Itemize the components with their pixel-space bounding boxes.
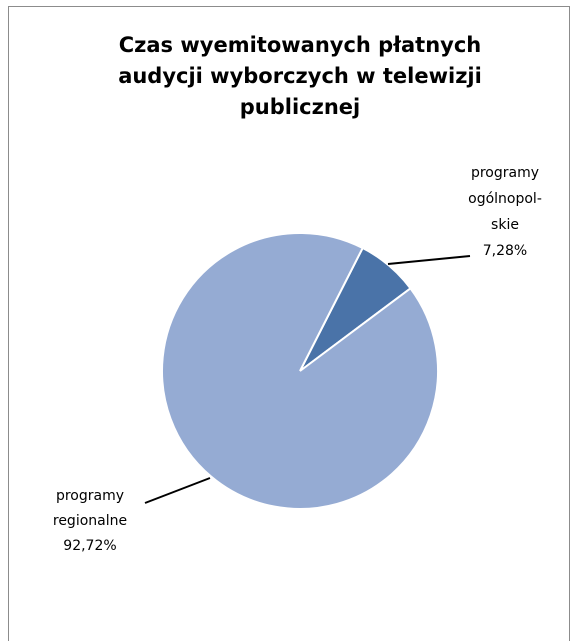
- chart-frame: [8, 6, 570, 641]
- value-label: 7,28%: [482, 243, 528, 259]
- value-label: 92,72%: [63, 538, 117, 554]
- leader-line: [144, 477, 211, 504]
- chart-title: Czas wyemitowanych płatnych audycji wybo…: [118, 33, 482, 119]
- leader-line: [387, 255, 471, 265]
- category-label: programy ogólnopol-skie: [468, 165, 542, 233]
- pie-slice: [161, 232, 439, 510]
- category-label: programy regionalne: [52, 488, 128, 529]
- slice-label: programy regionalne 92,72%: [42, 484, 138, 559]
- slice-label: programy ogólnopol-skie 7,28%: [462, 160, 548, 264]
